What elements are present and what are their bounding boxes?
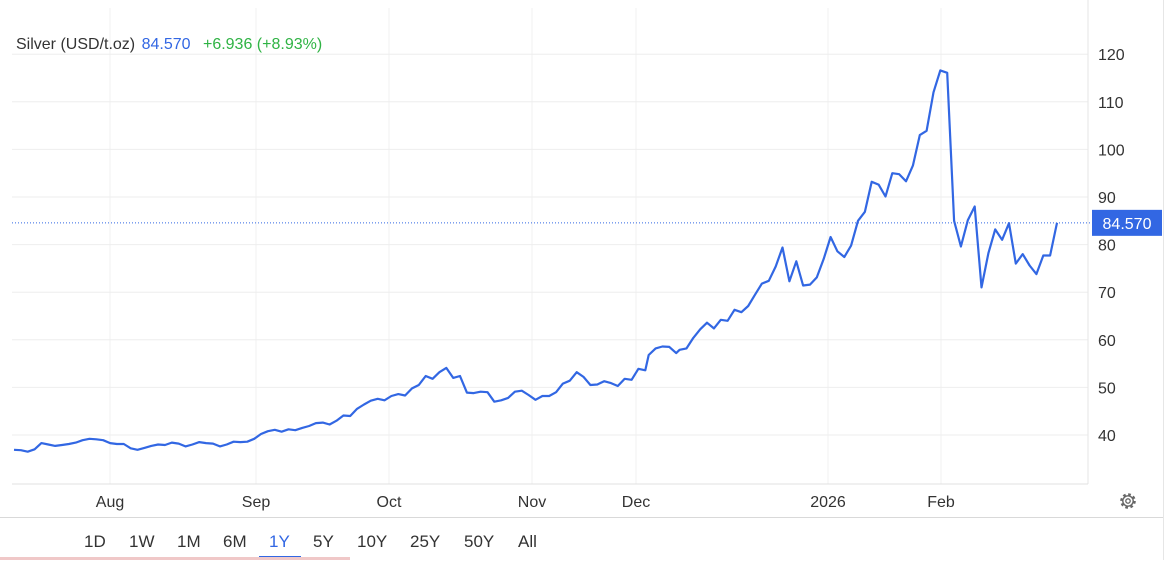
- last-price-badge: 84.570: [1092, 209, 1162, 236]
- range-1w-button[interactable]: 1W: [129, 532, 155, 551]
- range-all-button[interactable]: All: [518, 532, 537, 551]
- chart-legend: Silver (USD/t.oz) 84.570 +6.936 (+8.93%): [16, 36, 322, 54]
- range-selector: 1D 1W 1M 6M 1Y 5Y 10Y 25Y 50Y All: [0, 517, 1164, 558]
- range-50y-button[interactable]: 50Y: [464, 532, 495, 551]
- horizontal-gridlines: [12, 53, 1088, 436]
- y-tick-label-70: 70: [1098, 285, 1116, 302]
- y-tick-label-90: 90: [1098, 190, 1116, 207]
- range-1m-button[interactable]: 1M: [177, 532, 201, 551]
- x-tick-label-sep: Sep: [242, 494, 271, 511]
- legend-series-name: Silver (USD/t.oz): [16, 36, 136, 53]
- x-tick-label-oct: Oct: [377, 494, 402, 511]
- legend-price: 84.570: [141, 36, 191, 53]
- range-1y-button[interactable]: 1Y: [269, 532, 290, 551]
- series-line-silver[interactable]: [13, 69, 1059, 453]
- legend-change: +6.936 (+8.93%): [202, 36, 323, 53]
- gear-icon[interactable]: [1120, 493, 1136, 509]
- last-price-label-bg: [1092, 209, 1162, 236]
- x-tick-label-aug: Aug: [96, 494, 124, 511]
- y-axis-ticks: 40 50 60 70 80 90 100 110 120: [1098, 47, 1125, 445]
- y-tick-label-40: 40: [1098, 428, 1116, 445]
- x-tick-label-nov: Nov: [518, 494, 546, 511]
- range-5y-button[interactable]: 5Y: [313, 532, 334, 551]
- x-axis-ticks: Aug Sep Oct Nov Dec 2026 Feb: [96, 494, 955, 511]
- y-tick-label-110: 110: [1098, 95, 1124, 112]
- last-price-label: 84.570: [1103, 216, 1152, 233]
- y-tick-label-120: 120: [1098, 47, 1125, 64]
- y-tick-label-100: 100: [1098, 142, 1125, 159]
- range-25y-button[interactable]: 25Y: [410, 532, 441, 551]
- x-tick-label-dec: Dec: [622, 494, 650, 511]
- frame-bottom-accent: [0, 557, 350, 560]
- frame-right-border: [1163, 0, 1164, 560]
- y-tick-label-60: 60: [1098, 333, 1116, 350]
- range-10y-button[interactable]: 10Y: [357, 532, 388, 551]
- x-tick-label-feb: Feb: [927, 494, 955, 511]
- y-tick-label-50: 50: [1098, 380, 1116, 397]
- x-tick-label-2026: 2026: [810, 494, 846, 511]
- vertical-gridlines: [109, 8, 942, 484]
- range-6m-button[interactable]: 6M: [223, 532, 247, 551]
- range-1d-button[interactable]: 1D: [84, 532, 106, 551]
- y-tick-label-80: 80: [1098, 238, 1116, 255]
